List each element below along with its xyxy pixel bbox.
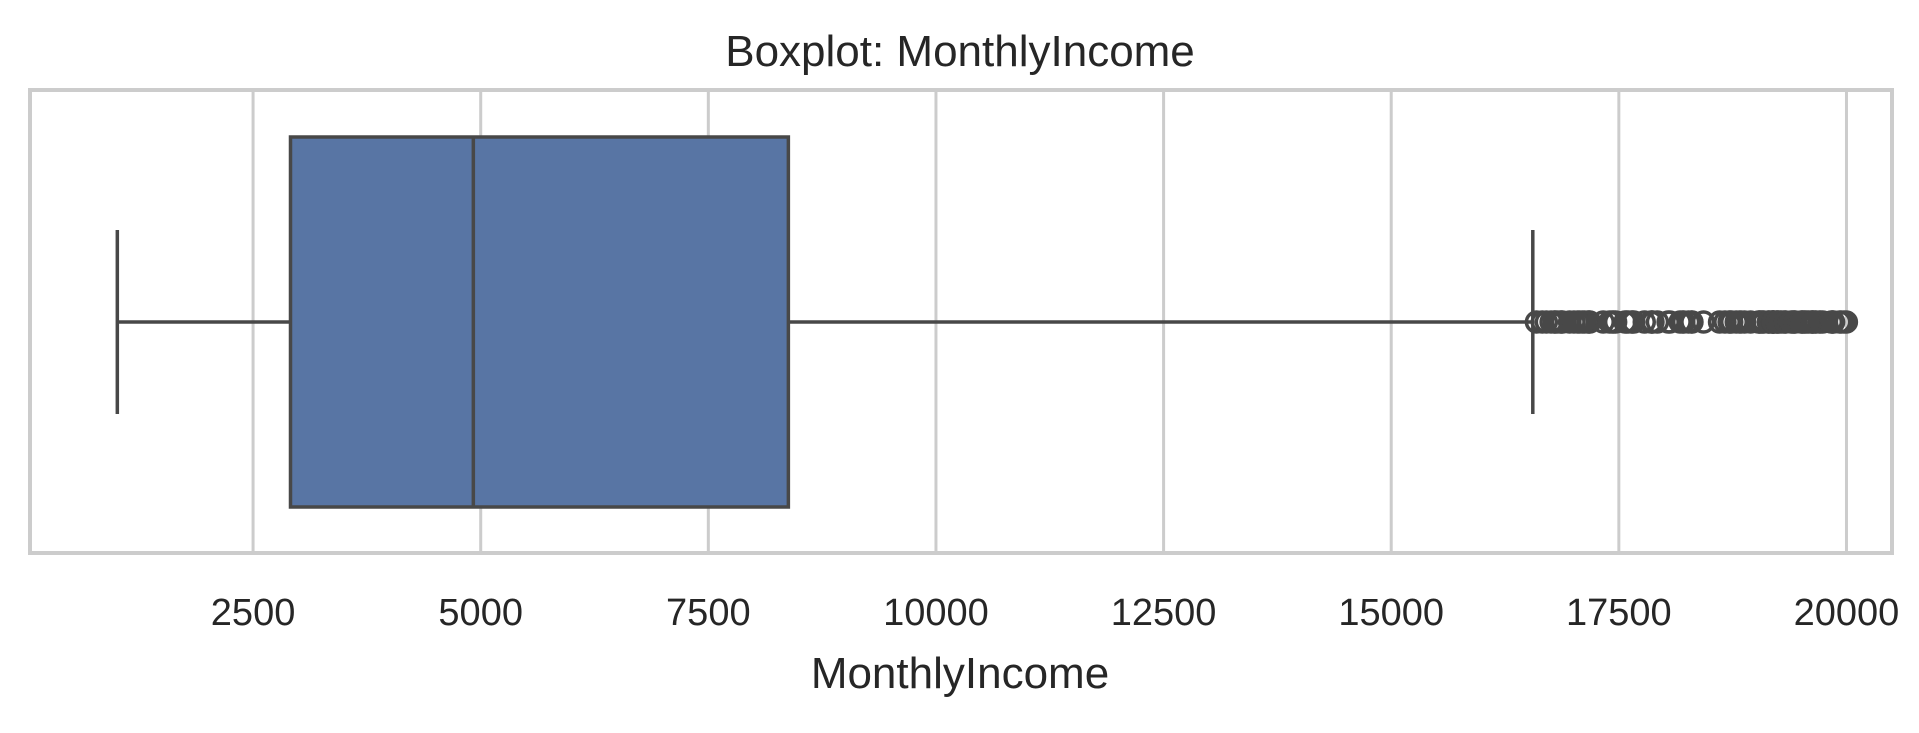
x-axis-label: MonthlyIncome bbox=[811, 649, 1109, 698]
x-tick-label-5000: 5000 bbox=[438, 592, 523, 634]
outlier-point bbox=[1680, 310, 1704, 334]
outlier-point bbox=[1591, 310, 1615, 334]
outlier-point bbox=[1632, 310, 1656, 334]
x-tick-label-12500: 12500 bbox=[1111, 592, 1217, 634]
chart-title: Boxplot: MonthlyIncome bbox=[725, 27, 1195, 76]
iqr-box bbox=[288, 135, 791, 509]
x-tick-label-17500: 17500 bbox=[1566, 592, 1672, 634]
x-tick-label-20000: 20000 bbox=[1794, 592, 1900, 634]
x-tick-label-10000: 10000 bbox=[883, 592, 989, 634]
x-tick-label-15000: 15000 bbox=[1338, 592, 1444, 634]
x-tick-label-7500: 7500 bbox=[666, 592, 751, 634]
plot-frame bbox=[28, 88, 1894, 555]
outlier-point bbox=[1603, 310, 1628, 334]
x-tick-label-2500: 2500 bbox=[211, 592, 296, 634]
outlier-point bbox=[1834, 310, 1859, 334]
outlier-point bbox=[1645, 310, 1670, 334]
x-tick-labels: 2500 5000 7500 10000 12500 15000 17500 20000 bbox=[211, 592, 1900, 634]
boxplot-series bbox=[115, 135, 1859, 509]
